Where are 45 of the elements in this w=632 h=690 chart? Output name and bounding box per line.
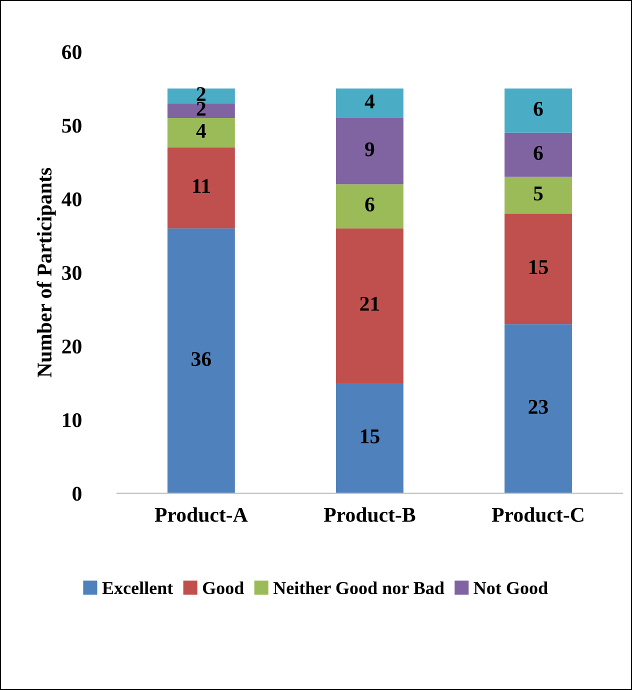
bar <box>504 88 572 133</box>
y-tick-label: 10 <box>63 413 82 428</box>
data-label: 6 <box>534 102 543 116</box>
data-label: 4 <box>196 124 206 138</box>
data-label: 4 <box>364 94 375 108</box>
y-tick-label: 40 <box>62 192 82 206</box>
bar <box>504 176 572 214</box>
y-axis-title: Number of Participants <box>36 168 56 378</box>
data-label: 6 <box>365 198 374 212</box>
legend-label: Excellent <box>102 581 174 594</box>
data-label: 15 <box>360 429 380 444</box>
data-label: 2 <box>196 87 206 101</box>
legend-label: Neither Good nor Bad <box>273 581 444 594</box>
data-label: 23 <box>528 400 548 414</box>
data-label: 21 <box>360 296 380 311</box>
legend-label: Good <box>202 581 244 594</box>
bar <box>167 118 235 148</box>
data-label: 6 <box>534 146 543 160</box>
y-tick-label: 0 <box>72 486 82 501</box>
bar <box>336 118 404 184</box>
y-tick-label: 60 <box>62 45 82 60</box>
bar <box>504 132 572 177</box>
bar <box>167 147 235 228</box>
data-label: 36 <box>192 352 211 366</box>
data-label: 11 <box>193 179 210 193</box>
bar <box>167 103 235 118</box>
x-tick-label: Product-B <box>324 507 416 522</box>
x-tick-label: Product-C <box>492 507 584 522</box>
x-tick-label: Product-A <box>154 507 248 522</box>
y-tick-label: 20 <box>62 340 82 354</box>
y-tick-label: 30 <box>62 266 82 280</box>
legend-label: Not Good <box>474 581 548 594</box>
data-label: 2 <box>196 102 206 116</box>
bar <box>336 228 404 383</box>
bar <box>504 214 572 324</box>
bar <box>167 88 235 104</box>
bar <box>336 382 404 494</box>
bar <box>336 184 404 228</box>
bar <box>504 324 572 494</box>
data-label: 15 <box>530 260 548 274</box>
bar <box>336 88 404 118</box>
y-tick-label: 50 <box>62 118 82 133</box>
data-label: 9 <box>365 142 374 156</box>
data-label: 5 <box>534 186 543 200</box>
bar <box>167 228 235 494</box>
